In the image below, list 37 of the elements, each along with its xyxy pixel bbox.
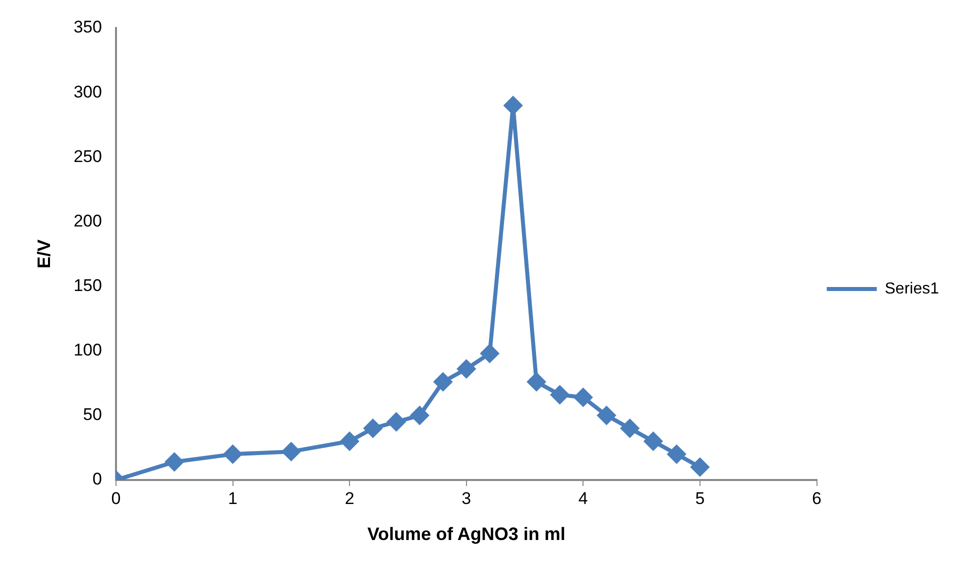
- y-axis-title: E/V: [34, 239, 54, 269]
- point: [550, 386, 569, 404]
- y-tick-label: 250: [74, 146, 102, 166]
- point: [364, 419, 382, 438]
- x-tick-label: 5: [695, 488, 705, 508]
- x-axis-title: Volume of AgNO3 in ml: [367, 524, 566, 544]
- point: [527, 372, 546, 391]
- point: [165, 452, 184, 471]
- x-tick-label: 1: [228, 488, 238, 508]
- point: [574, 388, 592, 406]
- point: [457, 360, 476, 378]
- x-tick-label: 3: [462, 488, 472, 508]
- point: [644, 432, 662, 450]
- y-tick-label: 350: [74, 18, 102, 37]
- y-tick-label: 0: [92, 470, 102, 489]
- y-tick-label: 50: [83, 405, 102, 424]
- point: [224, 445, 242, 464]
- y-tick-label: 300: [74, 82, 102, 102]
- point: [387, 412, 406, 431]
- point: [340, 432, 359, 450]
- point: [620, 419, 639, 438]
- point: [504, 96, 522, 114]
- point: [690, 458, 709, 476]
- x-tick-label: 2: [344, 488, 354, 508]
- point: [282, 442, 300, 461]
- y-tick-label: 100: [74, 340, 102, 360]
- x-tick-label: 6: [812, 488, 822, 508]
- point: [668, 445, 686, 464]
- y-tick-label: 150: [74, 276, 102, 295]
- y-tick-label: 200: [74, 211, 102, 230]
- legend-label: Series1: [884, 280, 940, 298]
- x-tick-label: 0: [111, 488, 121, 508]
- point: [480, 344, 499, 362]
- point: [410, 406, 429, 424]
- point: [598, 406, 616, 424]
- x-tick-label: 4: [578, 488, 588, 508]
- point: [434, 372, 452, 391]
